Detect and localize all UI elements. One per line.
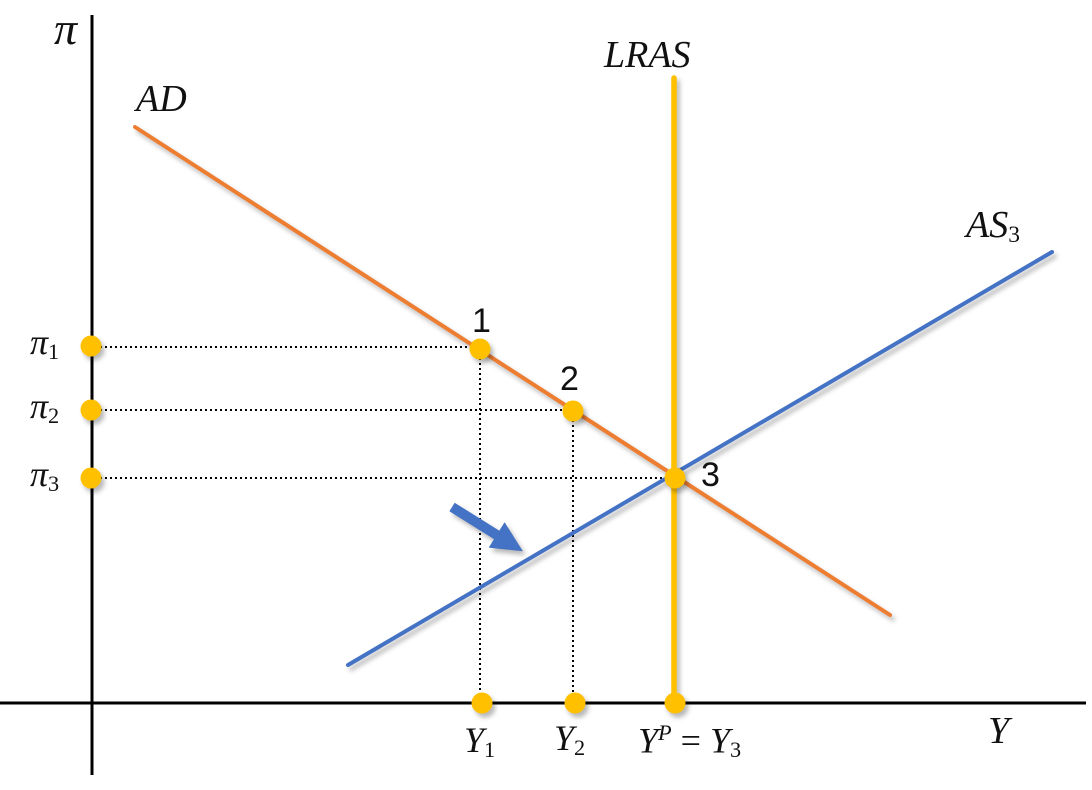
marker-dot-equilibrium_points xyxy=(469,338,491,360)
as-shift-arrow-icon xyxy=(449,502,523,552)
marker-dot-equilibrium_points xyxy=(562,400,584,422)
curve-label-lras: LRAS xyxy=(604,34,691,76)
marker-dot-x_axis_ticks xyxy=(471,692,493,714)
x-axis-title: Y xyxy=(988,710,1010,752)
as-label-subscript: 3 xyxy=(1008,222,1020,249)
x-tick-label-y2: Y2 xyxy=(554,718,586,760)
x-tick-label-y1: Y1 xyxy=(464,720,496,762)
marker-dot-y_axis_ticks xyxy=(80,467,102,489)
marker-dot-y_axis_ticks xyxy=(80,335,102,357)
y-tick-label-pi3: π3 xyxy=(30,454,60,496)
y-tick-label-pi2: π2 xyxy=(30,386,60,428)
marker-dot-x_axis_ticks xyxy=(664,692,686,714)
point-label-3: 3 xyxy=(701,456,720,494)
point-label-1: 1 xyxy=(472,302,491,340)
curve-ad xyxy=(133,125,892,617)
curve-label-ad: AD xyxy=(136,78,187,120)
marker-dot-y_axis_ticks xyxy=(80,399,102,421)
curve-label-as3: AS3 xyxy=(966,206,1020,248)
marker-dot-x_axis_ticks xyxy=(564,692,586,714)
curve-as3 xyxy=(346,250,1054,667)
y-tick-label-pi1: π1 xyxy=(30,322,60,364)
as-label-base: AS xyxy=(966,204,1009,246)
marker-dot-equilibrium_points xyxy=(664,467,686,489)
y-axis-title: π xyxy=(54,3,78,54)
point-label-2: 2 xyxy=(560,360,579,398)
x-tick-label-yp-y3: YP = Y3 xyxy=(638,720,742,763)
